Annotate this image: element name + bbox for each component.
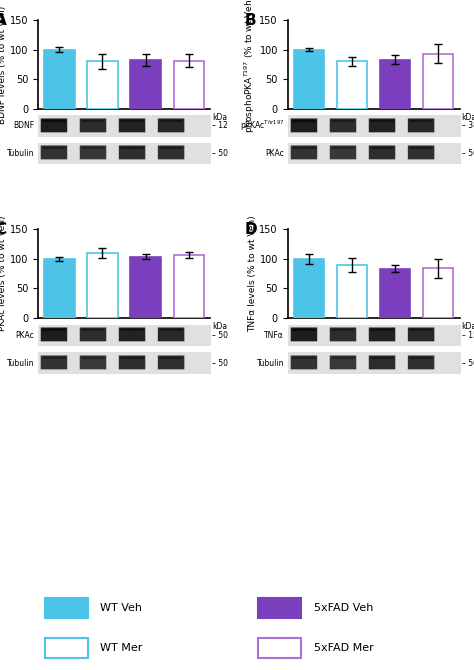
Text: Tubulin: Tubulin: [7, 358, 35, 368]
Text: pPKAc$^{Thr197}$: pPKAc$^{Thr197}$: [239, 119, 284, 133]
Bar: [380, 269, 410, 318]
Y-axis label: phosphoPKA$^{T197}$ (% to wt Veh): phosphoPKA$^{T197}$ (% to wt Veh): [242, 0, 256, 133]
Text: – 50: – 50: [462, 358, 474, 368]
Text: B: B: [245, 13, 256, 28]
Bar: [294, 259, 324, 318]
Text: – 38: – 38: [462, 121, 474, 131]
Y-axis label: PKAc levels (% to wt Veh): PKAc levels (% to wt Veh): [0, 216, 7, 332]
Text: BDNF: BDNF: [13, 121, 35, 131]
Bar: [130, 60, 161, 109]
Text: PKAc: PKAc: [16, 331, 35, 340]
Text: kDa: kDa: [462, 113, 474, 122]
Bar: [130, 257, 161, 318]
Bar: [173, 61, 204, 109]
Text: PKAc: PKAc: [265, 149, 284, 158]
Text: C: C: [0, 222, 6, 237]
Text: WT Veh: WT Veh: [100, 603, 143, 613]
Bar: [173, 255, 204, 318]
Text: kDa: kDa: [462, 322, 474, 332]
Text: – 15: – 15: [462, 331, 474, 340]
FancyBboxPatch shape: [258, 638, 301, 658]
Bar: [87, 62, 118, 109]
Text: 5xFAD Veh: 5xFAD Veh: [314, 603, 373, 613]
Text: WT Mer: WT Mer: [100, 643, 143, 653]
Bar: [337, 62, 367, 109]
Text: A: A: [0, 13, 7, 28]
Text: TNFα: TNFα: [264, 331, 284, 340]
Text: kDa: kDa: [212, 322, 227, 332]
Text: kDa: kDa: [212, 113, 227, 122]
Bar: [87, 253, 118, 318]
Text: 5xFAD Mer: 5xFAD Mer: [314, 643, 374, 653]
Bar: [45, 50, 74, 109]
FancyBboxPatch shape: [258, 598, 301, 618]
Text: – 50: – 50: [212, 358, 228, 368]
FancyBboxPatch shape: [45, 638, 88, 658]
Text: D: D: [245, 222, 257, 237]
Y-axis label: TNFα levels (% to wt Veh): TNFα levels (% to wt Veh): [247, 215, 256, 332]
Text: – 50: – 50: [462, 149, 474, 158]
Text: Tubulin: Tubulin: [7, 149, 35, 158]
Text: – 50: – 50: [212, 331, 228, 340]
Bar: [423, 269, 453, 318]
FancyBboxPatch shape: [45, 598, 88, 618]
Y-axis label: BDNF levels (% to wt Veh): BDNF levels (% to wt Veh): [0, 5, 7, 123]
Bar: [45, 259, 74, 318]
Bar: [423, 54, 453, 109]
Text: – 12: – 12: [212, 121, 228, 131]
Bar: [337, 265, 367, 318]
Bar: [380, 60, 410, 109]
Text: Tubulin: Tubulin: [256, 358, 284, 368]
Text: – 50: – 50: [212, 149, 228, 158]
Bar: [294, 50, 324, 109]
